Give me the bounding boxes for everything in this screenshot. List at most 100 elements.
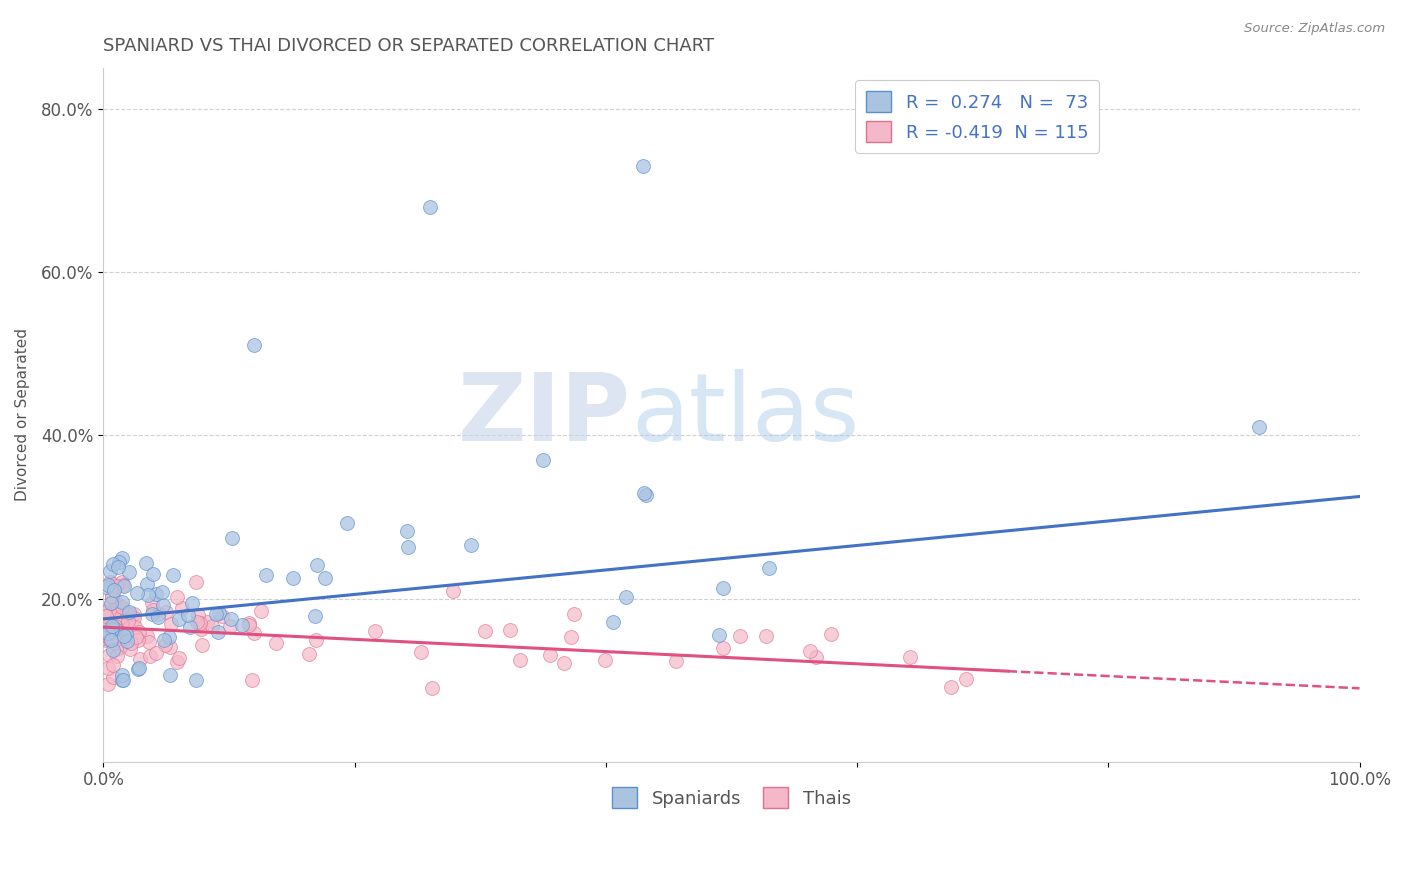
Point: [167, 612, 190, 626]
Point: [145, 646, 167, 660]
Point: [146, 610, 169, 624]
Text: atlas: atlas: [631, 369, 859, 461]
Point: [103, 670, 125, 684]
Point: [115, 634, 138, 648]
Point: [101, 618, 124, 632]
Point: [593, 653, 616, 667]
Point: [190, 622, 212, 636]
Point: [101, 590, 124, 604]
Point: [146, 607, 169, 621]
Point: [96, 608, 118, 623]
Point: [145, 587, 167, 601]
Point: [108, 640, 131, 654]
Point: [122, 607, 145, 622]
Point: [562, 607, 585, 621]
Point: [115, 628, 138, 642]
Point: [955, 672, 977, 686]
Point: [117, 607, 139, 621]
Point: [104, 622, 127, 636]
Point: [120, 636, 142, 650]
Y-axis label: Divorced or Separated: Divorced or Separated: [15, 328, 30, 501]
Text: ZIP: ZIP: [458, 369, 631, 461]
Point: [97, 626, 120, 640]
Point: [441, 584, 464, 599]
Point: [188, 616, 211, 631]
Legend: Spaniards, Thais: Spaniards, Thais: [605, 780, 858, 815]
Point: [127, 662, 149, 676]
Point: [152, 598, 174, 612]
Point: [141, 607, 163, 621]
Point: [419, 200, 441, 214]
Point: [243, 338, 266, 352]
Point: [157, 630, 180, 644]
Point: [100, 596, 122, 610]
Point: [142, 603, 165, 617]
Point: [110, 617, 132, 632]
Point: [509, 653, 531, 667]
Point: [138, 635, 160, 649]
Point: [128, 661, 150, 675]
Point: [538, 648, 561, 662]
Point: [238, 618, 260, 632]
Point: [98, 648, 121, 662]
Point: [103, 643, 125, 657]
Point: [136, 577, 159, 591]
Point: [111, 595, 134, 609]
Point: [170, 601, 193, 615]
Point: [1247, 420, 1270, 434]
Point: [219, 619, 242, 633]
Point: [114, 627, 136, 641]
Point: [184, 575, 207, 590]
Point: [125, 586, 148, 600]
Point: [820, 627, 842, 641]
Point: [114, 629, 136, 643]
Point: [110, 617, 132, 632]
Point: [111, 673, 134, 687]
Point: [94, 632, 117, 647]
Point: [112, 616, 135, 631]
Point: [264, 636, 287, 650]
Text: Source: ZipAtlas.com: Source: ZipAtlas.com: [1244, 22, 1385, 36]
Point: [240, 673, 263, 687]
Point: [167, 651, 190, 665]
Point: [150, 585, 173, 599]
Point: [305, 633, 328, 648]
Point: [758, 560, 780, 574]
Point: [111, 551, 134, 566]
Point: [136, 589, 159, 603]
Point: [118, 566, 141, 580]
Point: [108, 555, 131, 569]
Point: [135, 556, 157, 570]
Point: [104, 593, 127, 607]
Point: [602, 615, 624, 629]
Point: [633, 485, 655, 500]
Point: [211, 608, 233, 623]
Point: [112, 579, 135, 593]
Point: [195, 615, 218, 629]
Point: [93, 631, 115, 645]
Point: [125, 630, 148, 644]
Point: [104, 579, 127, 593]
Point: [181, 596, 204, 610]
Point: [101, 622, 124, 636]
Point: [155, 605, 177, 619]
Point: [108, 631, 131, 645]
Point: [254, 568, 277, 582]
Point: [98, 575, 121, 590]
Point: [707, 628, 730, 642]
Point: [124, 611, 146, 625]
Point: [98, 599, 121, 613]
Point: [205, 607, 228, 621]
Point: [187, 607, 209, 622]
Point: [159, 668, 181, 682]
Point: [111, 578, 134, 592]
Point: [128, 625, 150, 640]
Point: [307, 558, 329, 573]
Point: [93, 628, 115, 642]
Point: [711, 640, 734, 655]
Point: [409, 645, 432, 659]
Point: [97, 577, 120, 591]
Point: [636, 488, 658, 502]
Point: [364, 624, 387, 638]
Point: [208, 606, 231, 620]
